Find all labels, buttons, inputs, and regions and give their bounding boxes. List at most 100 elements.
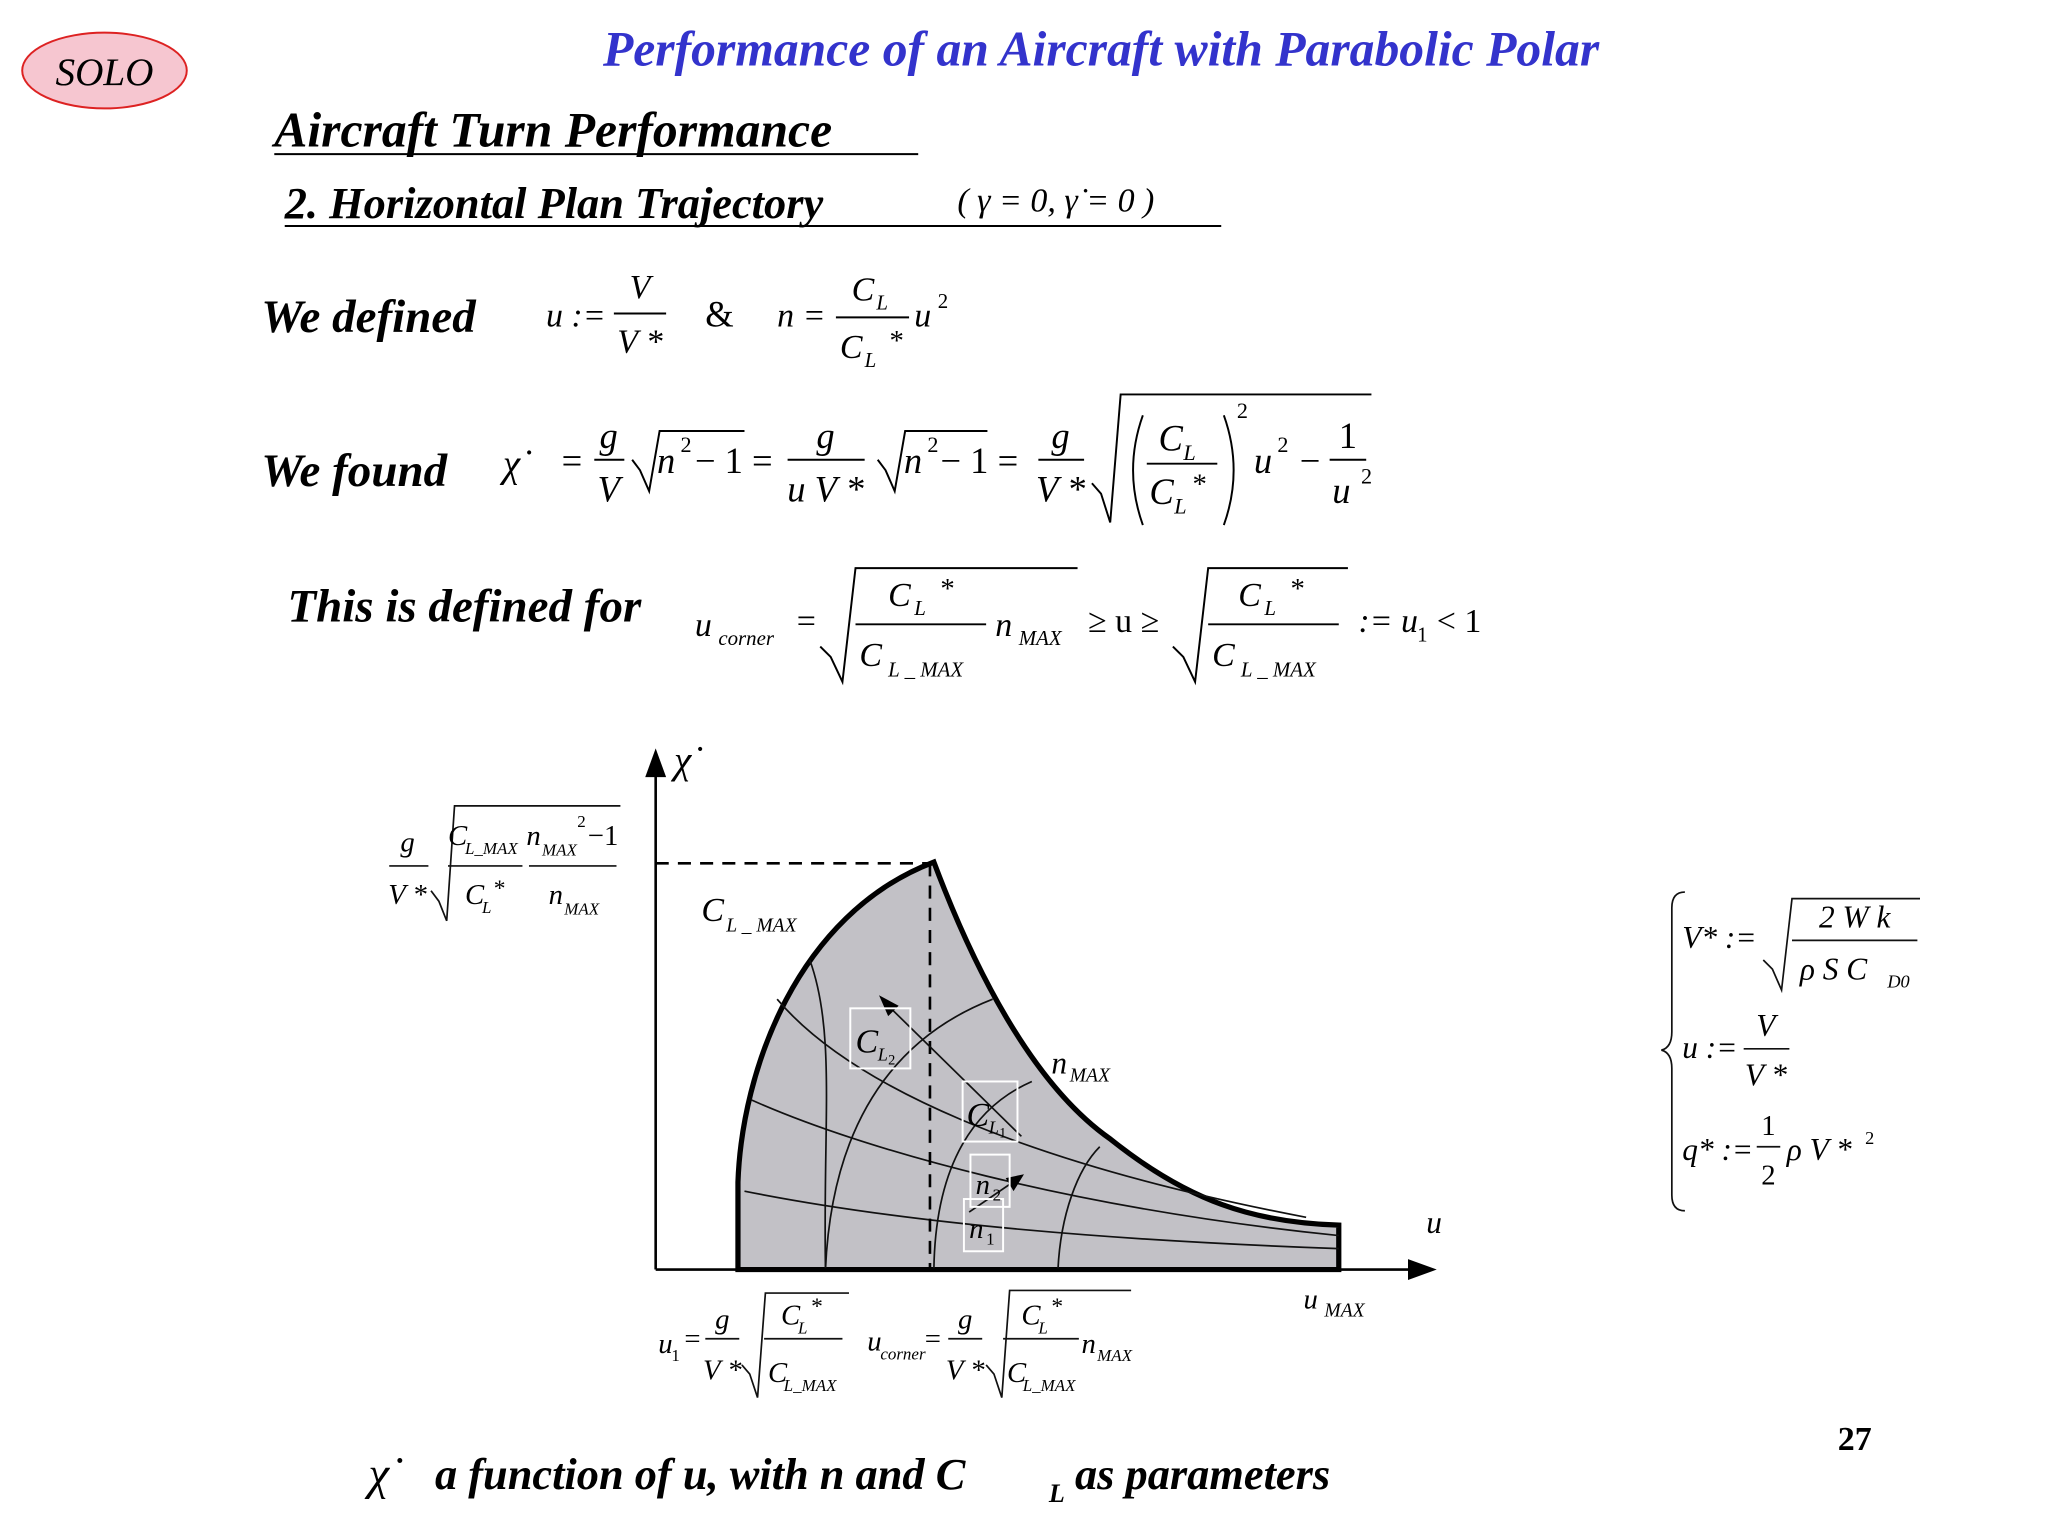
text: Performance of an Aircraft with Paraboli… — [602, 21, 1600, 76]
text: 1 — [986, 1230, 994, 1249]
text: u — [1332, 470, 1350, 511]
text: V * — [1036, 469, 1086, 510]
text: u := — [1682, 1030, 1737, 1065]
text: g — [816, 415, 834, 456]
sqrt — [1172, 567, 1348, 686]
text: ρ S C — [1799, 952, 1868, 987]
text: MAX — [1323, 1301, 1365, 1322]
text: L — [1182, 440, 1195, 465]
text: L_MAX — [1022, 1376, 1076, 1395]
text: n — [657, 440, 675, 481]
text: q* := — [1682, 1132, 1753, 1167]
text: L — [913, 596, 926, 620]
text: * — [1290, 573, 1304, 605]
sqrt — [1091, 393, 1372, 523]
text: u := — [546, 298, 606, 335]
text: * — [1192, 469, 1206, 501]
text: C — [859, 637, 882, 674]
text: u — [695, 607, 712, 644]
text: 2 W k — [1819, 899, 1891, 934]
text: 1 — [1761, 1110, 1775, 1142]
text: MAX — [563, 899, 600, 918]
sqrt — [741, 1292, 849, 1398]
text: MAX — [541, 841, 578, 860]
text: − 1 = — [940, 440, 1018, 481]
text: C — [768, 1357, 788, 1389]
text: := u — [1358, 603, 1418, 640]
text: ρ V * — [1786, 1132, 1852, 1167]
text: n — [969, 1213, 983, 1245]
text: C — [781, 1299, 801, 1331]
x-arrow — [1408, 1259, 1437, 1280]
text: 2 — [927, 432, 938, 457]
text: 2 — [938, 289, 948, 313]
text: 2 — [577, 812, 585, 831]
text: u — [1426, 1205, 1442, 1240]
text: V * — [703, 1354, 742, 1386]
text: L _ MAX — [1240, 658, 1317, 682]
text: g — [400, 827, 414, 859]
text: −1 — [588, 820, 619, 852]
text: This is defined for — [287, 581, 642, 633]
text: corner — [880, 1345, 926, 1364]
paren — [1222, 415, 1235, 526]
text: g — [715, 1303, 729, 1335]
text: 1 — [999, 1126, 1006, 1142]
sqrt — [1762, 897, 1920, 994]
label-box — [849, 1007, 912, 1070]
brace — [1661, 891, 1685, 1212]
text: L _ MAX — [725, 915, 797, 936]
text: a function of u, with n and C — [435, 1449, 967, 1499]
text: V * — [617, 324, 663, 361]
feasible-region — [735, 858, 1342, 1273]
text: L _ MAX — [887, 658, 964, 682]
text: L — [1037, 1319, 1047, 1338]
text: * — [1051, 1294, 1063, 1320]
sqrt — [430, 805, 621, 922]
text: ( γ = 0, γ̇ = 0 ) — [957, 183, 1154, 220]
text: V — [630, 269, 654, 306]
text: n = — [777, 298, 825, 335]
text: g — [1051, 415, 1069, 456]
text: L — [877, 1045, 888, 1065]
text: C — [856, 1024, 879, 1061]
text: C — [701, 892, 724, 929]
layout-lines — [274, 153, 1372, 686]
text: L — [988, 1118, 999, 1138]
text: L — [1173, 493, 1186, 518]
text: C — [1149, 471, 1174, 512]
text: 2 — [1237, 398, 1248, 423]
text: 2. Horizontal Plan Trajectory — [284, 178, 824, 228]
text: n — [976, 1169, 990, 1201]
text: * — [940, 573, 954, 605]
n-curve — [776, 998, 1307, 1219]
text: = — [925, 1323, 941, 1355]
text: * — [494, 876, 506, 902]
cl-curve — [808, 959, 828, 1270]
text: n — [904, 440, 922, 481]
text: & — [705, 294, 733, 335]
text: * — [811, 1294, 823, 1320]
text: D0 — [1886, 971, 1909, 991]
text: < 1 — [1437, 603, 1482, 640]
text: V* := — [1682, 920, 1756, 955]
text: 1 — [1417, 622, 1427, 646]
text: C — [1159, 418, 1184, 459]
text: u — [914, 298, 931, 335]
cl-curve — [1057, 1146, 1101, 1270]
cl-curve — [824, 998, 993, 1270]
text: 2 — [680, 432, 691, 457]
text: Aircraft Turn Performance — [271, 102, 832, 157]
text: = — [562, 440, 583, 481]
text: L — [1048, 1479, 1065, 1508]
text: g — [958, 1303, 972, 1335]
text: V — [1756, 1008, 1779, 1043]
cl-curve — [933, 1080, 1033, 1270]
sqrt — [985, 1289, 1132, 1398]
label-box — [969, 1153, 1011, 1208]
text: corner — [718, 626, 775, 650]
y-arrow — [645, 748, 667, 778]
text: L — [864, 348, 877, 372]
